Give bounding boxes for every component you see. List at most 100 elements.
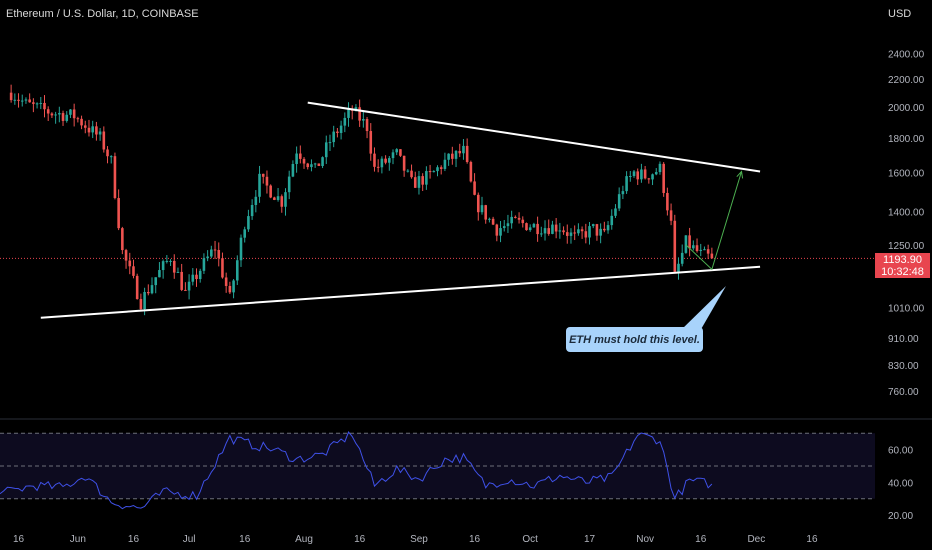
price-axis-tick: 830.00 [888,361,919,372]
candle-body [191,274,195,282]
candle-body [610,215,614,226]
time-axis-tick: Oct [522,534,538,545]
time-axis-tick: 16 [13,534,25,545]
candle-body [617,194,621,209]
time-axis-tick: Nov [636,534,654,545]
candle-body [462,145,465,154]
candle-body [614,208,617,216]
candle-body [276,196,280,200]
candle-body [310,164,313,168]
time-axis-tick: Jun [70,534,86,545]
candle-body [336,131,339,133]
candle-body [172,260,176,273]
candle-body [313,163,317,165]
candle-body [58,113,61,115]
candle-body [532,223,536,228]
candle-body [291,163,295,177]
candle-body [347,109,350,118]
candle-body [109,156,113,158]
candle-body [699,249,703,251]
candle-body [80,118,83,126]
candle-body [165,260,169,262]
candle-body [628,175,632,177]
candle-body [525,223,528,231]
candle-body [669,210,673,221]
candle-body [384,158,387,163]
candle-body [443,159,447,169]
candle-body [102,131,106,150]
candle-body [324,142,328,158]
candle-body [502,226,506,229]
candle-body [113,156,117,199]
candle-body [39,102,43,104]
candle-body [65,114,69,121]
candle-body [632,171,636,176]
price-axis-tick: 1600.00 [888,168,925,179]
candle-body [662,163,665,193]
candle-body [677,263,680,272]
price-axis-tick: 2400.00 [888,49,925,60]
candle-body [488,218,491,220]
candle-body [295,153,298,164]
candle-body [603,228,606,231]
candle-body [584,231,588,238]
projection-path [685,171,743,271]
price-axis-tick: 1250.00 [888,241,925,252]
candle-body [46,109,50,114]
candle-body [124,250,128,261]
candle-body [228,285,232,293]
candle-body [83,125,87,128]
time-axis-tick: 16 [469,534,481,545]
candle-body [536,223,539,235]
candle-body [54,114,57,116]
candle-body [684,235,688,253]
candle-body [473,181,476,195]
time-axis-tick: 17 [584,534,596,545]
candle-body [358,107,361,121]
candle-body [373,153,376,167]
candle-body [135,275,139,300]
price-axis-tick: 2200.00 [888,75,925,86]
candle-body [514,216,517,218]
candle-body [399,149,402,156]
candle-body [106,149,109,157]
currency-label: USD [888,8,912,20]
candle-body [447,153,450,160]
candle-body [302,158,306,164]
rsi-axis-tick: 60.00 [888,446,913,457]
last-price-value: 1193.90 [883,254,922,266]
candle-body [187,281,191,291]
projection-arrowhead [736,170,744,179]
candle-body [232,280,235,293]
candle-body [551,224,554,234]
time-axis-tick: 16 [695,534,707,545]
candle-body [469,162,473,182]
candle-body [621,191,625,195]
candle-body [569,232,573,236]
candle-body [692,245,695,249]
candle-body [413,177,417,188]
candle-body [20,100,24,102]
candle-body [150,285,154,294]
candle-body [365,119,369,132]
candle-body [121,228,124,251]
candle-body [388,158,391,163]
candle-body [343,117,347,126]
candle-body [506,223,510,227]
trendline [40,265,761,319]
price-axis-tick: 1400.00 [888,208,925,219]
candle-body [210,249,213,257]
candle-body [287,176,291,193]
candle-body [72,109,76,119]
candle-body [606,225,610,231]
candle-body [562,230,565,233]
candle-body [69,109,72,115]
rsi-axis-tick: 40.00 [888,478,913,489]
candle-body [580,229,584,232]
candle-body [91,126,94,133]
annotation-callout[interactable]: ETH must hold this level. [566,327,703,352]
candle-body [98,131,102,135]
candle-body [43,102,46,110]
candle-body [436,167,439,172]
